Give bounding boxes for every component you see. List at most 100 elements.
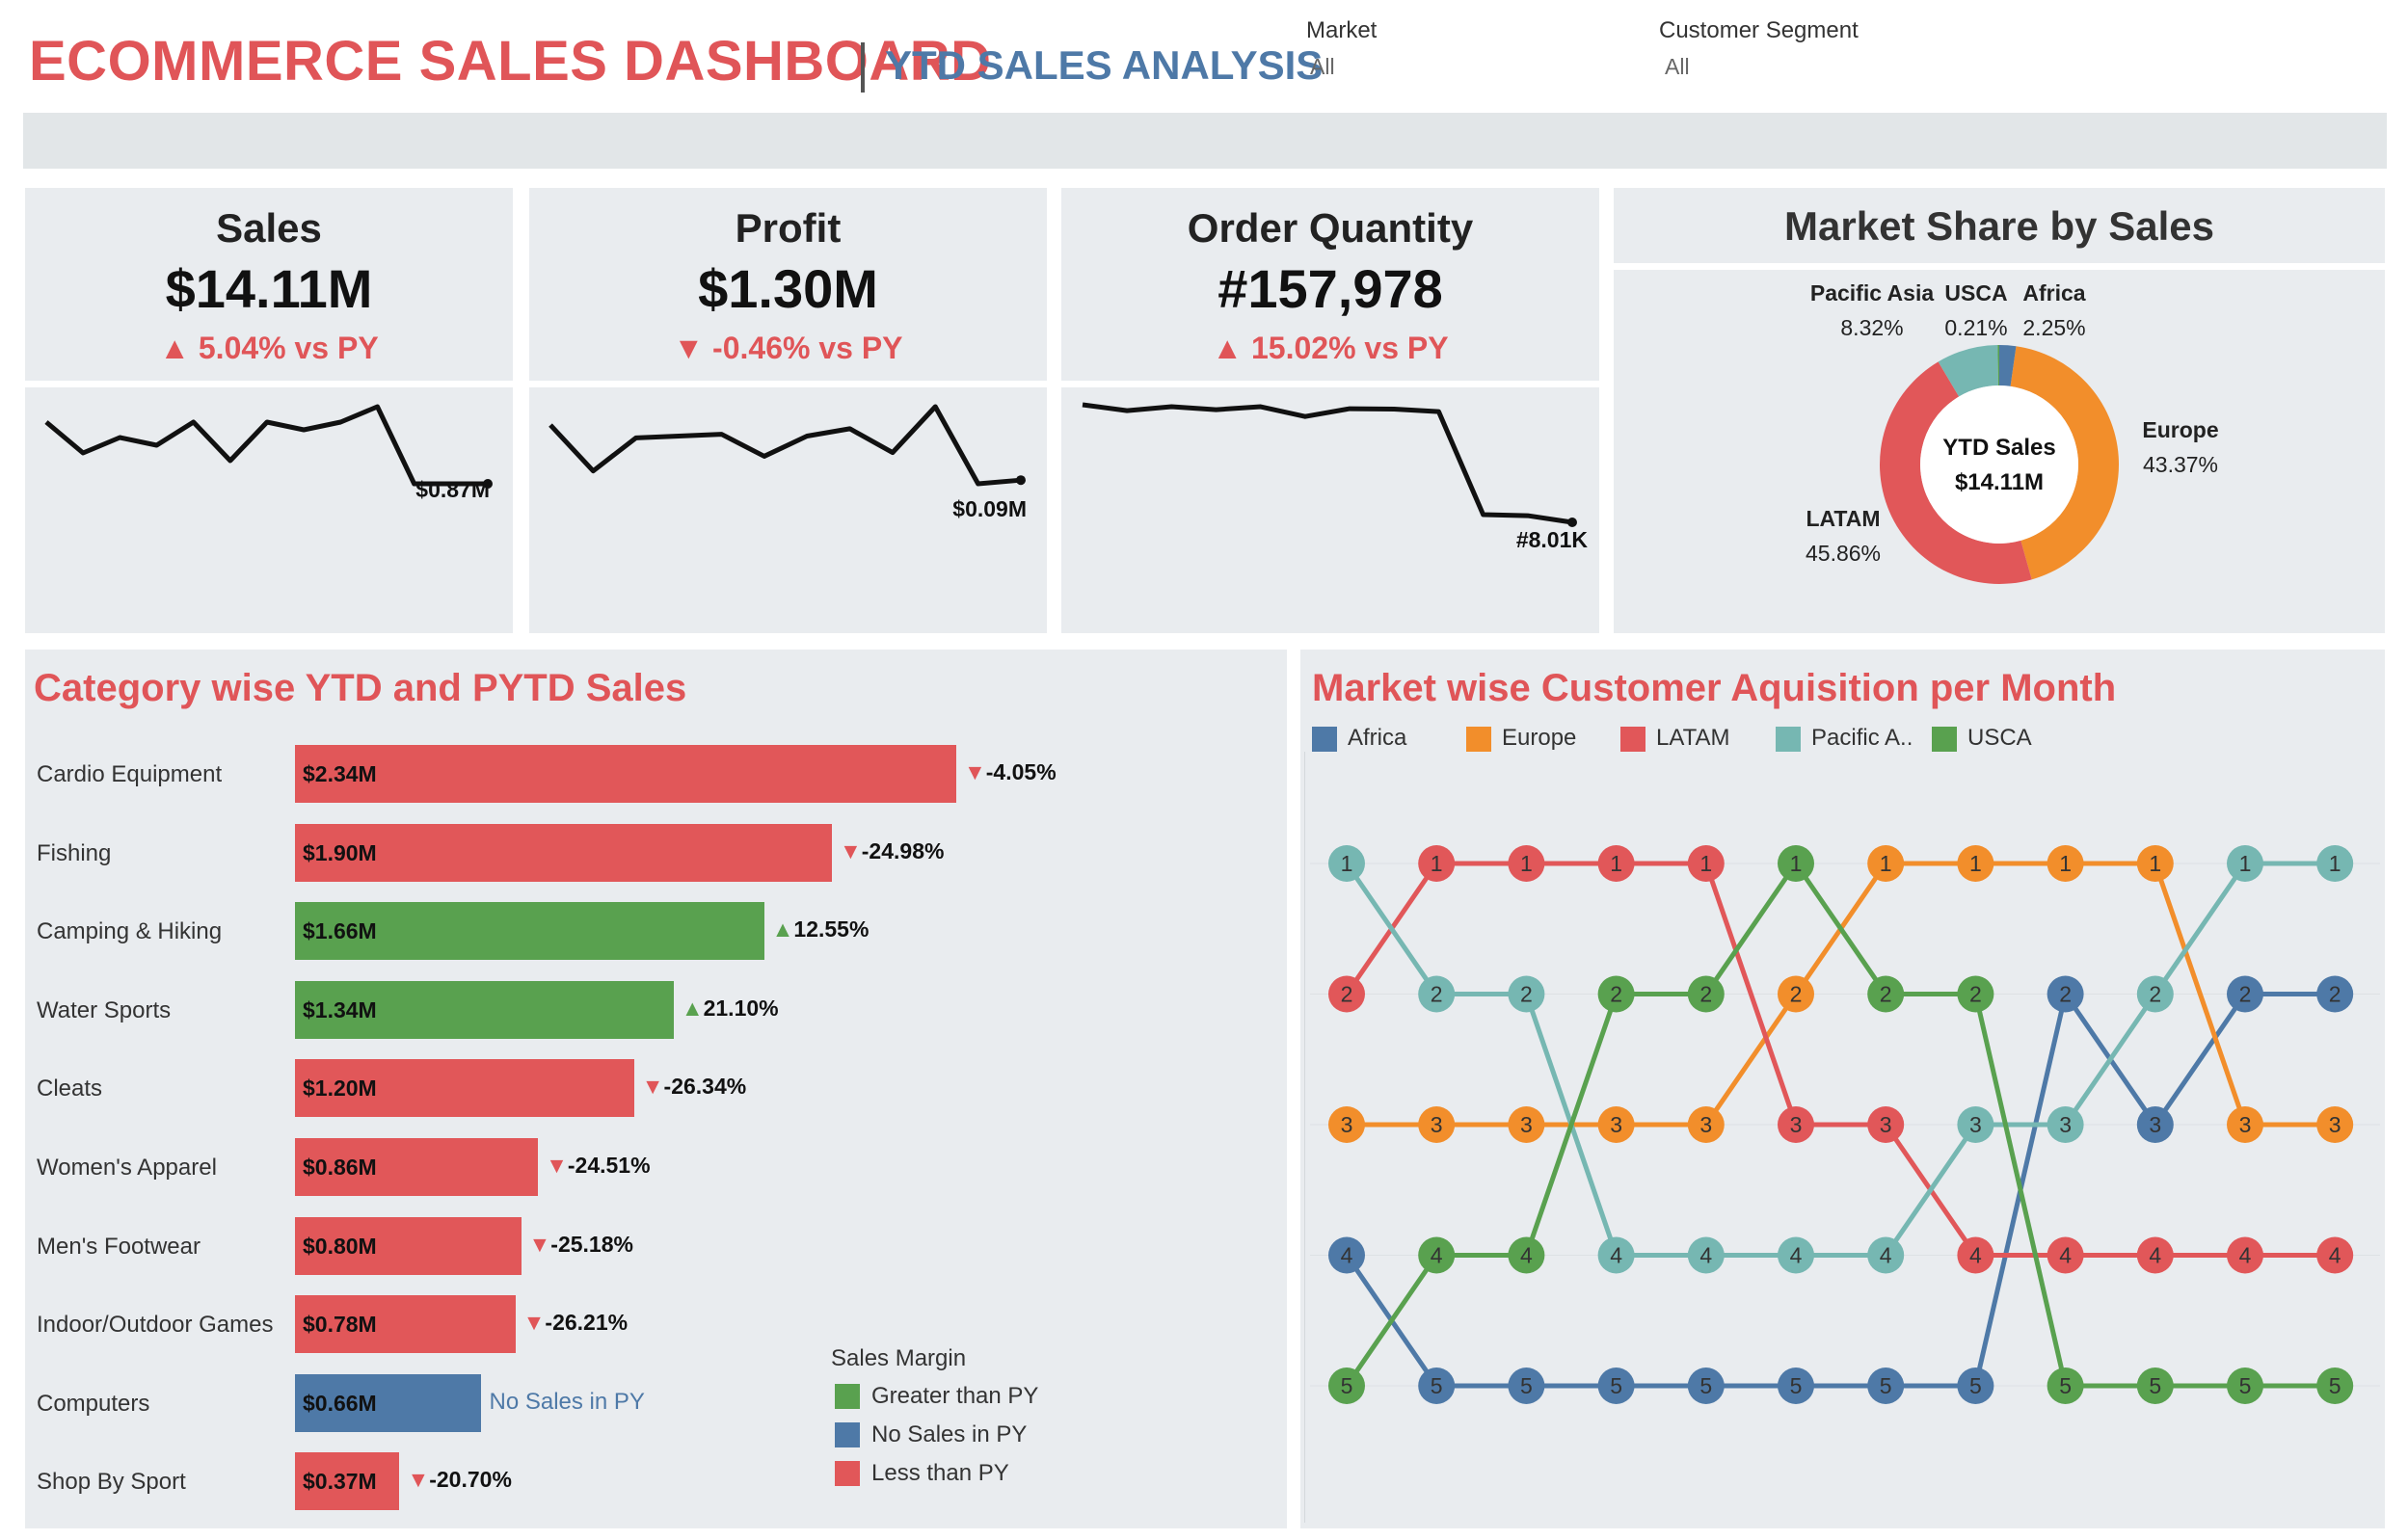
rank-marker[interactable] bbox=[2316, 1367, 2354, 1404]
market-filter[interactable]: Market All bbox=[1306, 17, 1377, 80]
rank-marker[interactable] bbox=[2316, 1106, 2354, 1143]
rank-marker[interactable] bbox=[2047, 975, 2084, 1013]
category-bar[interactable] bbox=[295, 1059, 634, 1118]
rank-marker[interactable] bbox=[2227, 1236, 2263, 1274]
rank-label: 2 bbox=[1610, 982, 1622, 1007]
rank-marker[interactable] bbox=[1418, 1236, 1456, 1274]
rank-marker[interactable] bbox=[2047, 1236, 2084, 1274]
rank-marker[interactable] bbox=[1328, 1106, 1365, 1143]
rank-label: 5 bbox=[2239, 1373, 2252, 1398]
rank-marker[interactable] bbox=[1778, 1236, 1814, 1274]
kpi-card-profit: Profit $1.30M ▼ -0.46% vs PY bbox=[529, 188, 1047, 381]
rank-marker[interactable] bbox=[1687, 1106, 1725, 1143]
rank-marker[interactable] bbox=[1418, 1106, 1456, 1143]
rank-marker[interactable] bbox=[1687, 1367, 1725, 1404]
rank-label: 3 bbox=[1699, 1112, 1712, 1137]
donut-slice-latam[interactable] bbox=[1880, 361, 2032, 584]
rank-marker[interactable] bbox=[1418, 975, 1456, 1013]
rank-label: 2 bbox=[2329, 982, 2341, 1007]
donut-label-latam: LATAM bbox=[1806, 506, 1880, 531]
rank-marker[interactable] bbox=[1778, 1106, 1814, 1143]
rank-marker[interactable] bbox=[1957, 1236, 1994, 1274]
category-bar-value: $1.20M bbox=[303, 1075, 377, 1102]
rank-marker[interactable] bbox=[1418, 845, 1456, 882]
donut-label-africa: Africa bbox=[2022, 280, 2085, 305]
rank-marker[interactable] bbox=[2227, 975, 2263, 1013]
rank-marker[interactable] bbox=[1508, 1236, 1545, 1274]
customer-segment-filter[interactable]: Customer Segment All bbox=[1659, 17, 1859, 80]
category-bar[interactable] bbox=[295, 1373, 482, 1432]
rank-marker[interactable] bbox=[1778, 975, 1814, 1013]
rank-marker[interactable] bbox=[1867, 1106, 1905, 1143]
rank-marker[interactable] bbox=[1328, 1367, 1365, 1404]
rank-marker[interactable] bbox=[2136, 975, 2174, 1013]
rank-marker[interactable] bbox=[2136, 1367, 2174, 1404]
rank-marker[interactable] bbox=[2316, 975, 2354, 1013]
rank-marker[interactable] bbox=[1508, 845, 1545, 882]
market-filter-label: Market bbox=[1306, 17, 1378, 43]
rank-marker[interactable] bbox=[1867, 845, 1905, 882]
rank-marker[interactable] bbox=[1508, 1106, 1545, 1143]
rank-marker[interactable] bbox=[1508, 975, 1545, 1013]
category-bar-value: $1.34M bbox=[303, 996, 377, 1022]
kpi-delta: ▲ 5.04% vs PY bbox=[159, 331, 379, 365]
category-bar[interactable] bbox=[295, 1138, 539, 1196]
rank-marker[interactable] bbox=[1597, 1106, 1635, 1143]
rank-marker[interactable] bbox=[1957, 845, 1994, 882]
rank-marker[interactable] bbox=[1687, 1236, 1725, 1274]
rank-marker[interactable] bbox=[2227, 845, 2263, 882]
rank-marker[interactable] bbox=[2047, 845, 2084, 882]
donut-slice-europe[interactable] bbox=[2010, 346, 2119, 580]
rank-marker[interactable] bbox=[1328, 975, 1365, 1013]
rank-marker[interactable] bbox=[1867, 1236, 1905, 1274]
rank-marker[interactable] bbox=[1957, 1367, 1994, 1404]
rank-marker[interactable] bbox=[1508, 1367, 1545, 1404]
customer-segment-filter-value[interactable]: All bbox=[1665, 54, 1690, 79]
market-share-header: Market Share by Sales bbox=[1614, 188, 2385, 263]
category-bar[interactable] bbox=[295, 823, 832, 882]
rank-marker[interactable] bbox=[2136, 845, 2174, 882]
category-bar[interactable] bbox=[295, 902, 764, 961]
rank-marker[interactable] bbox=[1867, 1367, 1905, 1404]
rank-marker[interactable] bbox=[1867, 975, 1905, 1013]
category-bar[interactable] bbox=[295, 980, 674, 1039]
rank-marker[interactable] bbox=[2047, 1106, 2084, 1143]
rank-marker[interactable] bbox=[1778, 1367, 1814, 1404]
rank-marker[interactable] bbox=[1687, 975, 1725, 1013]
kpi-title: Order Quantity bbox=[1187, 205, 1474, 251]
rank-marker[interactable] bbox=[2316, 845, 2354, 882]
rank-marker[interactable] bbox=[1418, 1367, 1456, 1404]
category-bar[interactable] bbox=[295, 1295, 516, 1354]
category-bar[interactable] bbox=[295, 745, 956, 803]
sparkline-path bbox=[548, 404, 1022, 487]
rank-marker[interactable] bbox=[2047, 1367, 2084, 1404]
rank-label: 5 bbox=[1520, 1373, 1533, 1398]
rank-marker[interactable] bbox=[1687, 845, 1725, 882]
rank-marker[interactable] bbox=[1597, 1236, 1635, 1274]
donut-slice-usca[interactable] bbox=[1997, 345, 1999, 386]
category-label: Cardio Equipment bbox=[37, 761, 223, 787]
rank-marker[interactable] bbox=[2227, 1106, 2263, 1143]
donut-slice-pacific-asia[interactable] bbox=[1938, 345, 1998, 397]
rank-marker[interactable] bbox=[1597, 975, 1635, 1013]
legend-label: USCA bbox=[1967, 725, 2032, 751]
rank-marker[interactable] bbox=[2136, 1236, 2174, 1274]
rank-marker[interactable] bbox=[1328, 845, 1365, 882]
donut-slice-africa[interactable] bbox=[1999, 345, 2017, 386]
rank-marker[interactable] bbox=[1957, 975, 1994, 1013]
rank-marker[interactable] bbox=[2316, 1236, 2354, 1274]
category-bar[interactable] bbox=[295, 1216, 522, 1275]
rank-marker[interactable] bbox=[1328, 1236, 1365, 1274]
category-bar[interactable] bbox=[295, 1452, 400, 1511]
rank-marker[interactable] bbox=[2227, 1367, 2263, 1404]
rank-marker[interactable] bbox=[1957, 1106, 1994, 1143]
legend-swatch bbox=[835, 1422, 860, 1447]
rank-marker[interactable] bbox=[2136, 1106, 2174, 1143]
category-label: Fishing bbox=[37, 839, 112, 866]
rank-marker[interactable] bbox=[1597, 1367, 1635, 1404]
rank-marker[interactable] bbox=[1778, 845, 1814, 882]
market-filter-value[interactable]: All bbox=[1310, 54, 1335, 79]
rank-label: 2 bbox=[2149, 982, 2161, 1007]
rank-marker[interactable] bbox=[1597, 845, 1635, 882]
sparkline-path bbox=[1082, 402, 1573, 525]
